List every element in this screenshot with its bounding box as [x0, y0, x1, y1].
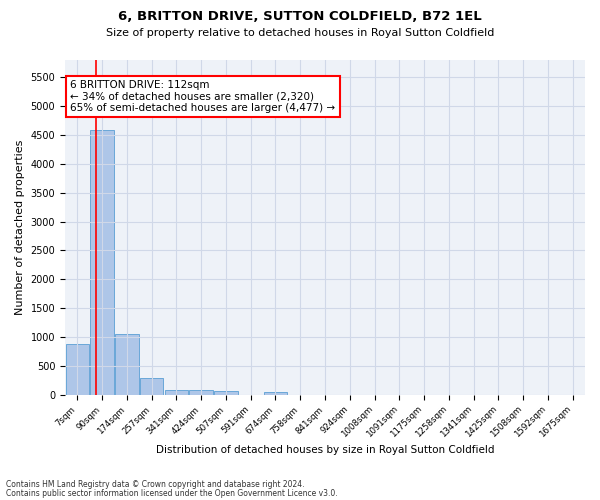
Bar — [65, 344, 89, 395]
Text: 6, BRITTON DRIVE, SUTTON COLDFIELD, B72 1EL: 6, BRITTON DRIVE, SUTTON COLDFIELD, B72 … — [118, 10, 482, 23]
Bar — [214, 392, 238, 395]
Bar — [91, 130, 114, 395]
Text: Size of property relative to detached houses in Royal Sutton Coldfield: Size of property relative to detached ho… — [106, 28, 494, 38]
Y-axis label: Number of detached properties: Number of detached properties — [15, 140, 25, 315]
Text: 6 BRITTON DRIVE: 112sqm
← 34% of detached houses are smaller (2,320)
65% of semi: 6 BRITTON DRIVE: 112sqm ← 34% of detache… — [70, 80, 335, 114]
Text: Contains HM Land Registry data © Crown copyright and database right 2024.: Contains HM Land Registry data © Crown c… — [6, 480, 305, 489]
Bar — [164, 390, 188, 395]
X-axis label: Distribution of detached houses by size in Royal Sutton Coldfield: Distribution of detached houses by size … — [156, 445, 494, 455]
Bar — [140, 378, 163, 395]
Bar — [190, 390, 213, 395]
Bar — [264, 392, 287, 395]
Bar — [115, 334, 139, 395]
Text: Contains public sector information licensed under the Open Government Licence v3: Contains public sector information licen… — [6, 488, 338, 498]
